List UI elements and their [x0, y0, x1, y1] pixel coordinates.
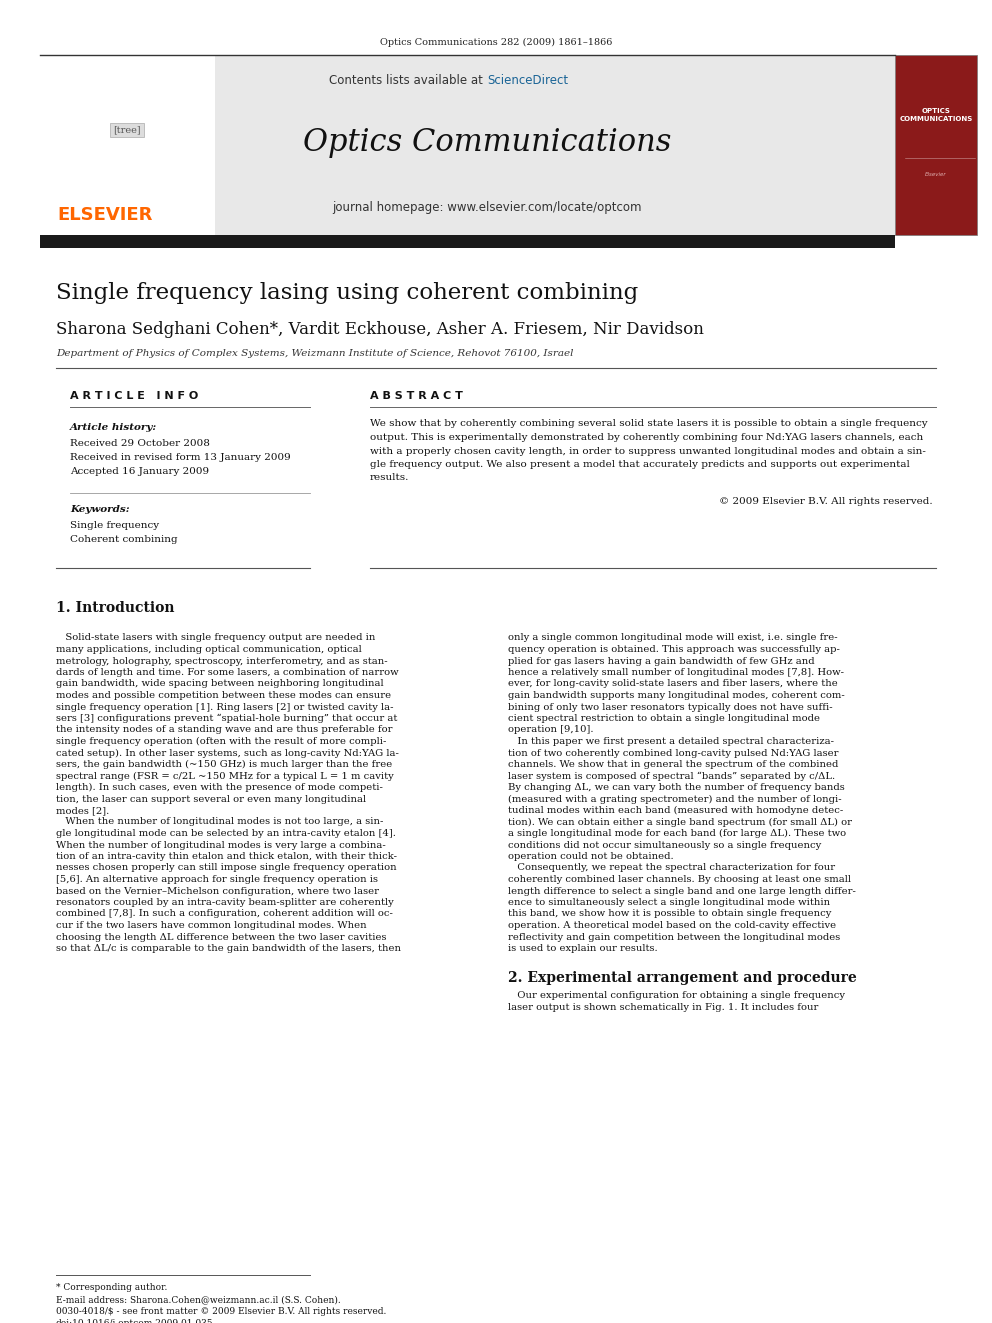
Text: Received in revised form 13 January 2009: Received in revised form 13 January 2009 [70, 454, 291, 463]
Text: plied for gas lasers having a gain bandwidth of few GHz and: plied for gas lasers having a gain bandw… [508, 656, 814, 665]
Text: a single longitudinal mode for each band (for large ΔL). These two: a single longitudinal mode for each band… [508, 830, 846, 837]
Text: 2. Experimental arrangement and procedure: 2. Experimental arrangement and procedur… [508, 971, 857, 986]
Text: A R T I C L E   I N F O: A R T I C L E I N F O [70, 392, 198, 401]
Text: based on the Vernier–Michelson configuration, where two laser: based on the Vernier–Michelson configura… [56, 886, 379, 896]
Text: laser output is shown schematically in Fig. 1. It includes four: laser output is shown schematically in F… [508, 1003, 818, 1012]
Text: When the number of longitudinal modes is not too large, a sin-: When the number of longitudinal modes is… [56, 818, 383, 827]
Text: cated setup). In other laser systems, such as long-cavity Nd:YAG la-: cated setup). In other laser systems, su… [56, 749, 399, 758]
Text: gain bandwidth, wide spacing between neighboring longitudinal: gain bandwidth, wide spacing between nei… [56, 680, 384, 688]
Bar [40, 56, 215, 235]
Text: so that ΔL/c is comparable to the gain bandwidth of the lasers, then: so that ΔL/c is comparable to the gain b… [56, 945, 401, 953]
Text: Accepted 16 January 2009: Accepted 16 January 2009 [70, 467, 209, 476]
Text: reflectivity and gain competition between the longitudinal modes: reflectivity and gain competition betwee… [508, 933, 840, 942]
Text: tudinal modes within each band (measured with homodyne detec-: tudinal modes within each band (measured… [508, 806, 843, 815]
Text: Single frequency lasing using coherent combining: Single frequency lasing using coherent c… [56, 282, 638, 304]
Text: 0030-4018/$ - see front matter © 2009 Elsevier B.V. All rights reserved.: 0030-4018/$ - see front matter © 2009 El… [56, 1307, 386, 1316]
Text: Received 29 October 2008: Received 29 October 2008 [70, 439, 210, 448]
Text: dards of length and time. For some lasers, a combination of narrow: dards of length and time. For some laser… [56, 668, 399, 677]
Text: Single frequency: Single frequency [70, 520, 159, 529]
Text: operation. A theoretical model based on the cold-cavity effective: operation. A theoretical model based on … [508, 921, 836, 930]
Text: combined [7,8]. In such a configuration, coherent addition will oc-: combined [7,8]. In such a configuration,… [56, 909, 393, 918]
Text: laser system is composed of spectral “bands” separated by c/ΔL.: laser system is composed of spectral “ba… [508, 771, 835, 781]
Text: channels. We show that in general the spectrum of the combined: channels. We show that in general the sp… [508, 759, 838, 769]
Text: modes [2].: modes [2]. [56, 806, 109, 815]
Text: E-mail address: Sharona.Cohen@weizmann.ac.il (S.S. Cohen).: E-mail address: Sharona.Cohen@weizmann.a… [56, 1295, 340, 1304]
Text: [5,6]. An alternative approach for single frequency operation is: [5,6]. An alternative approach for singl… [56, 875, 378, 884]
Text: Article history:: Article history: [70, 423, 158, 433]
Text: operation could not be obtained.: operation could not be obtained. [508, 852, 674, 861]
Text: hence a relatively small number of longitudinal modes [7,8]. How-: hence a relatively small number of longi… [508, 668, 844, 677]
Text: 1. Introduction: 1. Introduction [56, 601, 175, 615]
Text: Optics Communications: Optics Communications [303, 127, 672, 159]
Text: ScienceDirect: ScienceDirect [487, 74, 568, 86]
Text: resonators coupled by an intra-cavity beam-splitter are coherently: resonators coupled by an intra-cavity be… [56, 898, 394, 908]
Text: ever, for long-cavity solid-state lasers and fiber lasers, where the: ever, for long-cavity solid-state lasers… [508, 680, 838, 688]
Text: When the number of longitudinal modes is very large a combina-: When the number of longitudinal modes is… [56, 840, 386, 849]
Text: tion). We can obtain either a single band spectrum (for small ΔL) or: tion). We can obtain either a single ban… [508, 818, 852, 827]
Text: Solid-state lasers with single frequency output are needed in: Solid-state lasers with single frequency… [56, 634, 375, 643]
Text: OPTICS
COMMUNICATIONS: OPTICS COMMUNICATIONS [900, 108, 972, 122]
Text: By changing ΔL, we can vary both the number of frequency bands: By changing ΔL, we can vary both the num… [508, 783, 845, 792]
Text: journal homepage: www.elsevier.com/locate/optcom: journal homepage: www.elsevier.com/locat… [332, 201, 642, 213]
Text: output. This is experimentally demonstrated by coherently combining four Nd:YAG : output. This is experimentally demonstra… [370, 433, 924, 442]
Text: Department of Physics of Complex Systems, Weizmann Institute of Science, Rehovot: Department of Physics of Complex Systems… [56, 348, 573, 357]
Text: with a properly chosen cavity length, in order to suppress unwanted longitudinal: with a properly chosen cavity length, in… [370, 446, 926, 455]
Text: length). In such cases, even with the presence of mode competi-: length). In such cases, even with the pr… [56, 783, 383, 792]
Text: results.: results. [370, 474, 410, 483]
Text: Keywords:: Keywords: [70, 505, 130, 515]
Text: cur if the two lasers have common longitudinal modes. When: cur if the two lasers have common longit… [56, 921, 367, 930]
Text: Sharona Sedghani Cohen*, Vardit Eckhouse, Asher A. Friesem, Nir Davidson: Sharona Sedghani Cohen*, Vardit Eckhouse… [56, 321, 704, 339]
Text: Optics Communications 282 (2009) 1861–1866: Optics Communications 282 (2009) 1861–18… [380, 37, 612, 46]
Text: many applications, including optical communication, optical: many applications, including optical com… [56, 646, 362, 654]
Text: operation [9,10].: operation [9,10]. [508, 725, 593, 734]
Text: tion of an intra-cavity thin etalon and thick etalon, with their thick-: tion of an intra-cavity thin etalon and … [56, 852, 397, 861]
Text: sers [3] configurations prevent “spatial-hole burning” that occur at: sers [3] configurations prevent “spatial… [56, 714, 398, 724]
Text: Our experimental configuration for obtaining a single frequency: Our experimental configuration for obtai… [508, 991, 845, 1000]
Text: is used to explain our results.: is used to explain our results. [508, 945, 658, 953]
Text: tion, the laser can support several or even many longitudinal: tion, the laser can support several or e… [56, 795, 366, 803]
Bar [40, 235, 895, 247]
Text: choosing the length ΔL difference between the two laser cavities: choosing the length ΔL difference betwee… [56, 933, 387, 942]
Text: ELSEVIER: ELSEVIER [58, 206, 153, 224]
Bar [895, 56, 977, 235]
Text: A B S T R A C T: A B S T R A C T [370, 392, 463, 401]
Text: single frequency operation [1]. Ring lasers [2] or twisted cavity la-: single frequency operation [1]. Ring las… [56, 703, 394, 712]
Text: * Corresponding author.: * Corresponding author. [56, 1283, 168, 1293]
Text: conditions did not occur simultaneously so a single frequency: conditions did not occur simultaneously … [508, 840, 821, 849]
Text: doi:10.1016/j.optcom.2009.01.035: doi:10.1016/j.optcom.2009.01.035 [56, 1319, 213, 1323]
Text: length difference to select a single band and one large length differ-: length difference to select a single ban… [508, 886, 856, 896]
Text: gle longitudinal mode can be selected by an intra-cavity etalon [4].: gle longitudinal mode can be selected by… [56, 830, 396, 837]
Text: Contents lists available at: Contents lists available at [329, 74, 487, 86]
Text: We show that by coherently combining several solid state lasers it is possible t: We show that by coherently combining sev… [370, 419, 928, 429]
Text: gain bandwidth supports many longitudinal modes, coherent com-: gain bandwidth supports many longitudina… [508, 691, 845, 700]
Text: sers, the gain bandwidth (~150 GHz) is much larger than the free: sers, the gain bandwidth (~150 GHz) is m… [56, 759, 392, 769]
Text: this band, we show how it is possible to obtain single frequency: this band, we show how it is possible to… [508, 909, 831, 918]
Text: In this paper we first present a detailed spectral characteriza-: In this paper we first present a detaile… [508, 737, 834, 746]
Text: (measured with a grating spectrometer) and the number of longi-: (measured with a grating spectrometer) a… [508, 794, 841, 803]
Text: Elsevier: Elsevier [926, 172, 946, 177]
Text: the intensity nodes of a standing wave and are thus preferable for: the intensity nodes of a standing wave a… [56, 725, 393, 734]
Text: quency operation is obtained. This approach was successfully ap-: quency operation is obtained. This appro… [508, 646, 840, 654]
Text: modes and possible competition between these modes can ensure: modes and possible competition between t… [56, 691, 391, 700]
Text: spectral range (FSR = c/2L ~150 MHz for a typical L = 1 m cavity: spectral range (FSR = c/2L ~150 MHz for … [56, 771, 394, 781]
Text: [tree]: [tree] [113, 126, 141, 135]
Bar [40, 56, 895, 235]
Text: ence to simultaneously select a single longitudinal mode within: ence to simultaneously select a single l… [508, 898, 830, 908]
Text: bining of only two laser resonators typically does not have suffi-: bining of only two laser resonators typi… [508, 703, 832, 712]
Text: © 2009 Elsevier B.V. All rights reserved.: © 2009 Elsevier B.V. All rights reserved… [719, 497, 933, 507]
Text: only a single common longitudinal mode will exist, i.e. single fre-: only a single common longitudinal mode w… [508, 634, 837, 643]
Text: single frequency operation (often with the result of more compli-: single frequency operation (often with t… [56, 737, 386, 746]
Text: metrology, holography, spectroscopy, interferometry, and as stan-: metrology, holography, spectroscopy, int… [56, 656, 388, 665]
Text: Coherent combining: Coherent combining [70, 534, 178, 544]
Text: gle frequency output. We also present a model that accurately predicts and suppo: gle frequency output. We also present a … [370, 460, 910, 468]
Text: cient spectral restriction to obtain a single longitudinal mode: cient spectral restriction to obtain a s… [508, 714, 820, 722]
Text: tion of two coherently combined long-cavity pulsed Nd:YAG laser: tion of two coherently combined long-cav… [508, 749, 838, 758]
Text: Consequently, we repeat the spectral characterization for four: Consequently, we repeat the spectral cha… [508, 864, 835, 872]
Text: nesses chosen properly can still impose single frequency operation: nesses chosen properly can still impose … [56, 864, 397, 872]
Text: coherently combined laser channels. By choosing at least one small: coherently combined laser channels. By c… [508, 875, 851, 884]
